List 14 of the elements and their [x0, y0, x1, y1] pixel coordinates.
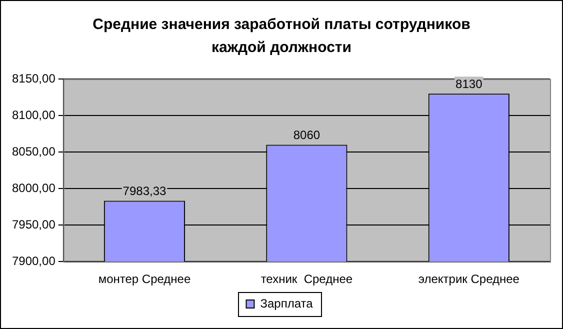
legend-label: Зарплата [260, 296, 314, 310]
data-label: 8060 [293, 128, 320, 142]
x-tick-label: электрик Среднее [418, 272, 520, 286]
y-tick-label: 8000,00 [12, 180, 56, 195]
y-tick-label: 8150,00 [12, 71, 56, 86]
chart-title: Средние значения заработной платы сотрудников каждой должности [92, 15, 472, 58]
y-tick-label: 7950,00 [12, 217, 56, 232]
data-label: 8130 [456, 76, 483, 91]
x-tick-label: техник Среднее [260, 272, 353, 286]
x-tick-label: монтер Среднее [98, 272, 191, 286]
y-tick-label: 8100,00 [12, 108, 56, 122]
y-tick-label: 7900,00 [12, 254, 56, 268]
data-label: 7983,33 [122, 184, 166, 198]
y-tick-label: 8050,00 [12, 144, 56, 158]
